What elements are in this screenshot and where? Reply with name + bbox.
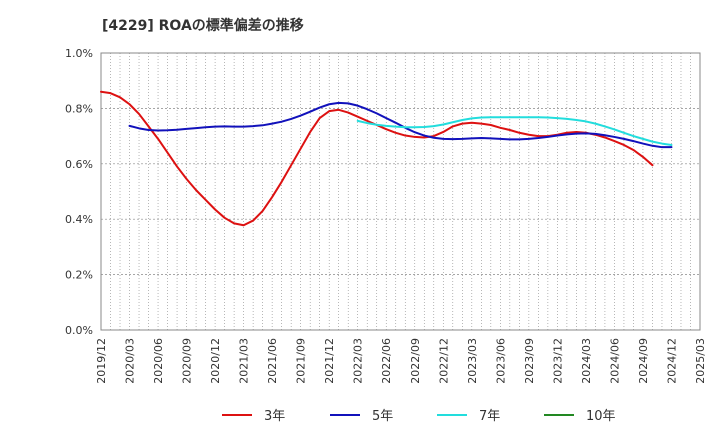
grid: [101, 53, 700, 330]
legend-label: 5年: [372, 409, 393, 424]
series-line-7年: [356, 116, 673, 146]
plot-area: [101, 53, 700, 330]
x-tick-label: 2024/06: [608, 338, 621, 384]
y-tick-label: 0.4%: [65, 213, 93, 226]
series-line-5年: [128, 101, 673, 149]
legend-label: 7年: [479, 409, 500, 424]
legend-label: 10年: [586, 409, 616, 424]
x-tick-label: 2020/12: [209, 338, 222, 384]
series-lines: [100, 90, 673, 227]
x-tick-label: 2022/12: [437, 338, 450, 384]
x-tick-label: 2020/03: [124, 338, 137, 384]
x-tick-label: 2023/12: [551, 338, 564, 384]
x-tick-label: 2024/09: [637, 338, 650, 384]
x-tick-label: 2024/03: [580, 338, 593, 384]
x-tick-label: 2020/09: [181, 338, 194, 384]
x-tick-label: 2021/09: [295, 338, 308, 384]
x-tick-label: 2024/12: [665, 338, 678, 384]
x-tick-label: 2019/12: [95, 338, 108, 384]
chart-title: [4229] ROAの標準偏差の推移: [102, 17, 304, 34]
legend-label: 3年: [264, 409, 285, 424]
x-tick-label: 2021/12: [323, 338, 336, 384]
x-tick-label: 2025/03: [694, 338, 707, 384]
axes: 0.0% 0.2% 0.4% 0.6% 0.8% 1.0% 2019/12 2020/03 20…: [65, 47, 707, 384]
x-tick-label: 2021/03: [238, 338, 251, 384]
x-tick-label: 2022/06: [380, 338, 393, 384]
y-tick-label: 0.2%: [65, 269, 93, 282]
y-tick-label: 1.0%: [65, 47, 93, 60]
x-tick-label: 2023/09: [523, 338, 536, 384]
x-tick-label: 2023/06: [494, 338, 507, 384]
y-tick-label: 0.6%: [65, 158, 93, 171]
x-tick-label: 2023/03: [466, 338, 479, 384]
x-tick-label: 2021/06: [266, 338, 279, 384]
y-tick-label: 0.0%: [65, 324, 93, 337]
x-tick-label: 2022/09: [409, 338, 422, 384]
x-tick-label: 2022/03: [352, 338, 365, 384]
y-tick-label: 0.8%: [65, 102, 93, 115]
x-tick-label: 2020/06: [152, 338, 165, 384]
legend: 3年 5年 7年 10年: [222, 409, 616, 424]
plot-border: [100, 52, 701, 331]
